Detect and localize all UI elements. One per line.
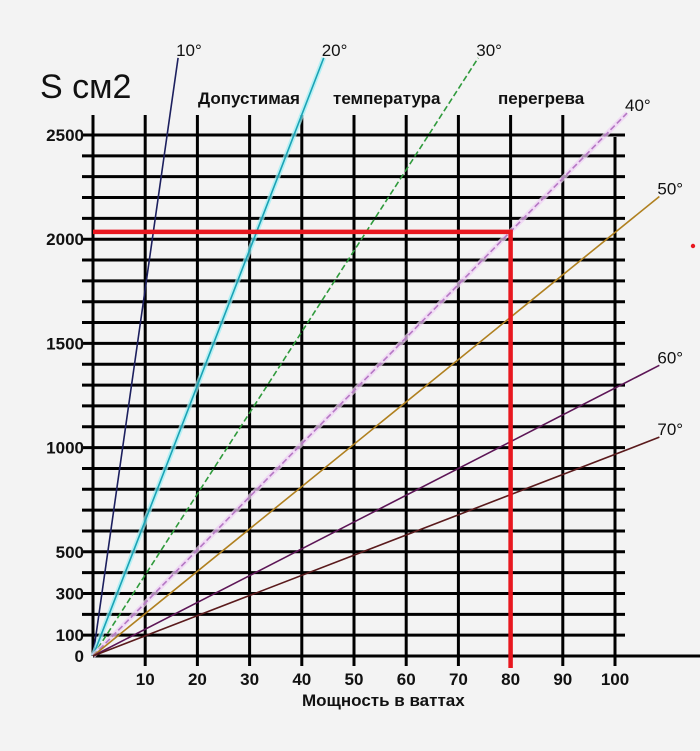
series-line-40deg: [92, 112, 628, 657]
series-label: 40°: [625, 96, 651, 115]
series-label: 30°: [476, 41, 502, 60]
series-line-50deg: [92, 195, 660, 657]
series-lines: [90, 56, 660, 658]
x-axis-title: Мощность в ваттах: [302, 691, 465, 710]
y-tick-label: 1000: [46, 439, 84, 458]
series-label: 60°: [657, 348, 683, 367]
y-tick-label: 300: [56, 584, 84, 603]
x-tick-label: 90: [553, 670, 572, 689]
x-tick-label: 50: [345, 670, 364, 689]
series-line-10deg: [92, 57, 179, 657]
caption-word-3: перегрева: [498, 89, 585, 108]
series-line-60deg: [92, 364, 660, 657]
series-label: 10°: [176, 41, 202, 60]
x-tick-label: 20: [188, 670, 207, 689]
y-tick-label: 100: [56, 626, 84, 645]
x-tick-label: 30: [240, 670, 259, 689]
labels: S см2 Допустимая температура перегрева М…: [40, 41, 683, 710]
series-label: 50°: [657, 179, 683, 198]
x-tick-label: 10: [136, 670, 155, 689]
y-axis-title: S см2: [40, 68, 131, 106]
series-label: 20°: [322, 41, 348, 60]
y-tick-label: 2500: [46, 126, 84, 145]
y-tick-label: 0: [75, 647, 84, 666]
caption-word-1: Допустимая: [198, 89, 300, 108]
red-dot: [690, 243, 696, 249]
y-tick-label: 2000: [46, 230, 84, 249]
caption-word-2: температура: [333, 89, 441, 108]
y-tick-label: 1500: [46, 334, 84, 353]
x-tick-label: 60: [397, 670, 416, 689]
x-tick-label: 40: [292, 670, 311, 689]
series-label: 70°: [657, 420, 683, 439]
series-line-30deg: [92, 57, 479, 657]
x-tick-label: 80: [501, 670, 520, 689]
x-tick-label: 70: [449, 670, 468, 689]
series-line-70deg: [92, 436, 660, 657]
series-line-20deg: [92, 57, 325, 657]
x-tick-label: 100: [601, 670, 629, 689]
highlight-guides: [93, 229, 696, 668]
y-tick-label: 500: [56, 543, 84, 562]
grid: [82, 115, 700, 666]
